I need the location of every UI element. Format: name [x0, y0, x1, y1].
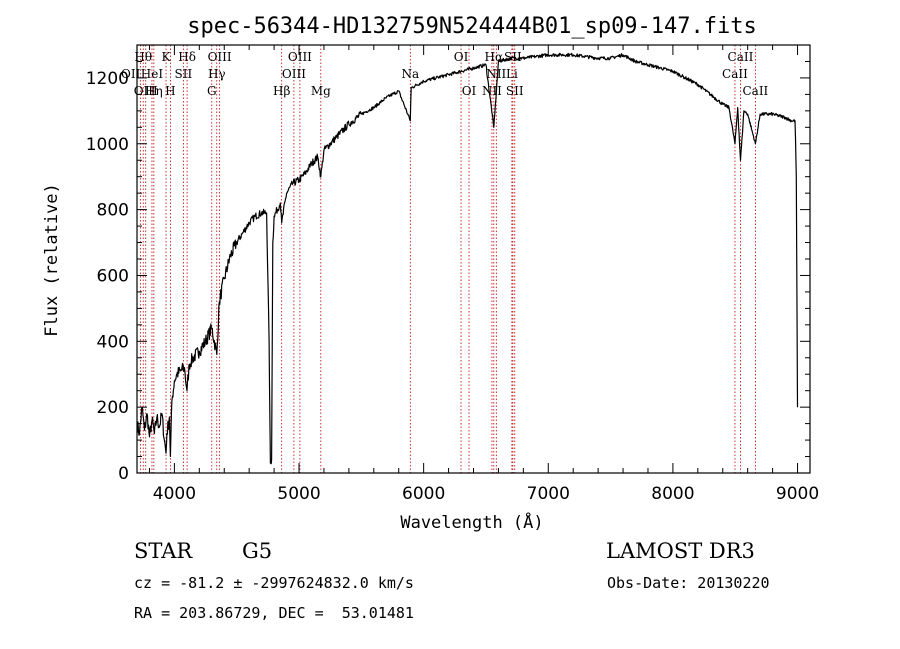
line-label: Hδ	[178, 50, 196, 64]
line-label: OIII	[282, 67, 306, 81]
spectral-line-markers	[139, 45, 756, 473]
line-label: OII	[121, 67, 141, 81]
x-axis-label: Wavelength (Å)	[400, 511, 543, 533]
chart-title: spec-56344-HD132759N524444B01_sp09-147.f…	[187, 14, 757, 39]
line-label: Hγ	[208, 67, 226, 81]
line-label: Hη	[145, 84, 163, 98]
redshift-velocity: cz = -81.2 ± -2997624832.0 km/s	[134, 574, 414, 592]
x-tick-label: 9000	[776, 484, 819, 504]
y-tick-label: 400	[97, 332, 129, 352]
line-label: Li	[506, 67, 518, 81]
line-label: K	[162, 50, 172, 64]
spectrum-line	[136, 52, 799, 465]
x-tick-label: 5000	[277, 484, 320, 504]
line-label: OI	[454, 50, 469, 64]
subclass: G5	[242, 539, 273, 563]
line-label: OIII	[288, 50, 312, 64]
x-tick-label: 6000	[402, 484, 445, 504]
line-label: NII	[482, 84, 502, 98]
x-axis-ticks: 4000 5000 6000 7000 8000 9000	[148, 45, 819, 504]
y-tick-label: 1200	[86, 69, 129, 89]
line-label: Hθ	[134, 50, 152, 64]
line-label: Mg	[311, 84, 331, 98]
x-tick-label: 8000	[651, 484, 694, 504]
survey-name: LAMOST DR3	[606, 539, 755, 563]
line-label: G	[207, 84, 217, 98]
x-tick-label: 4000	[153, 484, 196, 504]
y-tick-label: 1000	[86, 135, 129, 155]
observation-date: Obs-Date: 20130220	[607, 574, 770, 592]
y-tick-label: 800	[97, 201, 129, 221]
line-label: SII	[506, 84, 524, 98]
line-label: CaII	[722, 67, 748, 81]
line-label: OIII	[208, 50, 232, 64]
y-tick-label: 0	[118, 464, 129, 484]
line-label: OI	[462, 84, 477, 98]
line-label: CaII	[728, 50, 754, 64]
line-label: H	[165, 84, 175, 98]
line-label: SII	[175, 67, 193, 81]
y-tick-label: 600	[97, 266, 129, 286]
line-label: Na	[401, 67, 419, 81]
y-axis-ticks: 0 200 400 600 800 1000 1200	[86, 60, 810, 484]
y-axis-label: Flux (relative)	[42, 183, 62, 337]
line-label: NII	[486, 67, 506, 81]
line-label: HeI	[141, 67, 164, 81]
object-class: STAR	[134, 539, 193, 563]
spectral-line-labels: OIIHθOIIIHeIHηKHSIIHδGHγOIIIHβOIIIOIIIMg…	[121, 50, 769, 98]
x-tick-label: 7000	[527, 484, 570, 504]
line-label: CaII	[742, 84, 768, 98]
y-tick-label: 200	[97, 398, 129, 418]
coordinates: RA = 203.86729, DEC = 53.01481	[134, 604, 414, 622]
plot-frame	[136, 44, 811, 474]
line-label: Hβ	[273, 84, 290, 98]
